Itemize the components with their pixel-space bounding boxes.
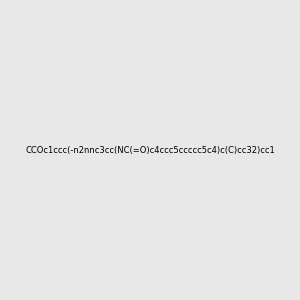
- Text: CCOc1ccc(-n2nnc3cc(NC(=O)c4ccc5ccccc5c4)c(C)cc32)cc1: CCOc1ccc(-n2nnc3cc(NC(=O)c4ccc5ccccc5c4)…: [25, 146, 275, 154]
